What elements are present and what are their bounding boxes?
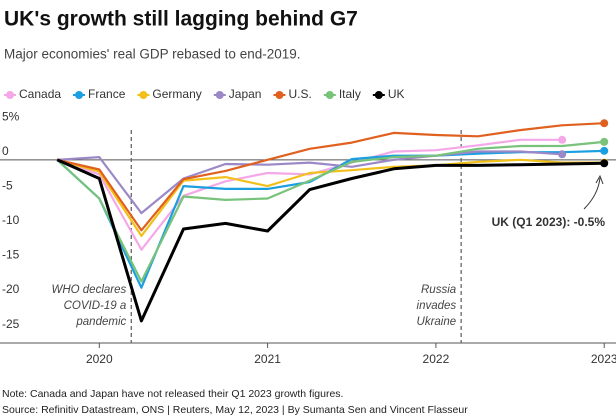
y-tick-label: -15 bbox=[2, 248, 20, 262]
end-point bbox=[558, 150, 567, 159]
legend-label: UK bbox=[388, 87, 405, 101]
annotation: COVID-19 a bbox=[64, 300, 127, 312]
end-point bbox=[558, 135, 567, 144]
y-tick-label: 5% bbox=[2, 109, 20, 123]
annotation: pandemic bbox=[75, 316, 126, 328]
end-point bbox=[600, 137, 609, 146]
y-tick-label: -20 bbox=[2, 282, 20, 296]
end-point bbox=[600, 159, 609, 168]
legend-swatch bbox=[374, 91, 383, 99]
x-tick-label: 2023 bbox=[591, 352, 616, 366]
annotation: Russia bbox=[421, 284, 456, 296]
uk-label: UK (Q1 2023): -0.5% bbox=[492, 215, 606, 229]
annotation: Ukraine bbox=[417, 316, 457, 328]
end-point bbox=[600, 119, 609, 128]
uk-arrowhead bbox=[595, 174, 604, 185]
x-tick-label: 2020 bbox=[86, 352, 113, 366]
series-line bbox=[56, 140, 605, 283]
x-tick-label: 2021 bbox=[254, 352, 281, 366]
legend-label: U.S. bbox=[288, 87, 311, 101]
legend-label: Canada bbox=[19, 87, 61, 101]
y-tick-label: -25 bbox=[2, 317, 20, 331]
legend-swatch bbox=[275, 91, 284, 99]
y-tick-label: -5 bbox=[2, 179, 13, 193]
y-tick-label: -10 bbox=[2, 213, 20, 227]
legend-swatch bbox=[75, 91, 84, 99]
series-line bbox=[57, 150, 563, 215]
legend-label: Italy bbox=[339, 87, 361, 101]
legend-swatch bbox=[215, 91, 224, 99]
y-tick-label: 0 bbox=[2, 144, 9, 158]
series-line bbox=[56, 122, 605, 232]
x-tick-label: 2022 bbox=[423, 352, 450, 366]
uk-arrow bbox=[583, 177, 601, 210]
annotation: WHO declares bbox=[51, 284, 126, 296]
series-line bbox=[56, 158, 605, 323]
legend-swatch bbox=[325, 91, 334, 99]
legend-label: Germany bbox=[152, 87, 201, 101]
series-line bbox=[56, 138, 563, 251]
note: Note: Canada and Japan have not released… bbox=[2, 388, 343, 400]
chart-subtitle: Major economies' real GDP rebased to end… bbox=[4, 47, 301, 62]
legend-label: Japan bbox=[229, 87, 262, 101]
end-point bbox=[600, 146, 609, 155]
source: Source: Refinitiv Datastream, ONS | Reut… bbox=[2, 404, 468, 416]
legend-swatch bbox=[6, 91, 14, 99]
annotation: invades bbox=[417, 300, 457, 312]
legend-swatch bbox=[139, 91, 148, 99]
legend-label: France bbox=[88, 87, 126, 101]
chart-title: UK's growth still lagging behind G7 bbox=[4, 8, 358, 31]
